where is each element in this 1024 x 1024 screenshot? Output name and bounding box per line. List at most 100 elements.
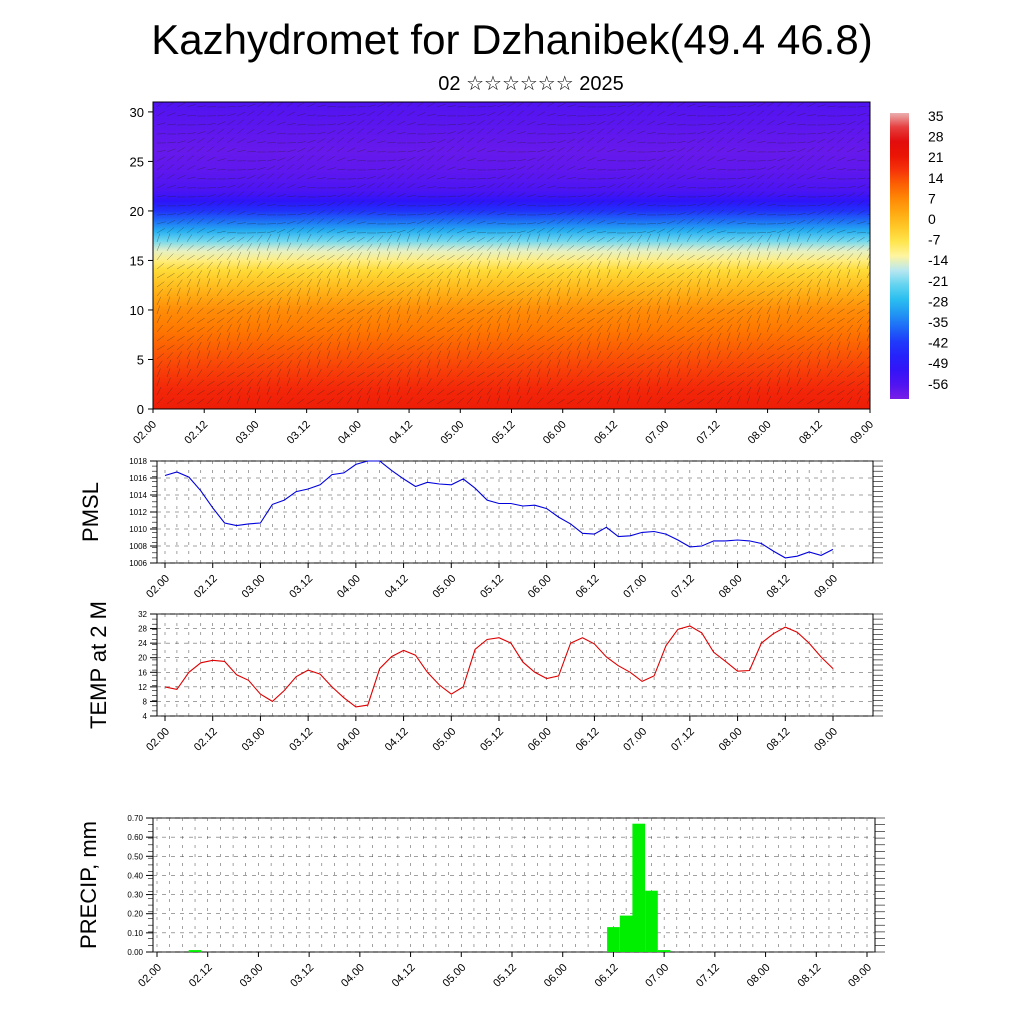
x-tick-label: 06.12 bbox=[592, 419, 620, 447]
chart-title: Kazhydromet for Dzhanibek(49.4 46.8) bbox=[151, 16, 873, 63]
colorbar-label: -21 bbox=[928, 273, 948, 289]
x-tick-label: 04.00 bbox=[336, 419, 364, 447]
x-tick-label: 03.12 bbox=[285, 419, 313, 447]
x-tick-label: 06.00 bbox=[541, 419, 569, 447]
y-tick-label: 20 bbox=[138, 654, 147, 663]
x-tick-label: 02.12 bbox=[192, 726, 220, 754]
y-tick-label: 1006 bbox=[129, 559, 147, 568]
y-tick-label: 15 bbox=[130, 253, 144, 268]
y-tick-label: 28 bbox=[138, 625, 147, 634]
x-tick-label: 02.00 bbox=[144, 573, 172, 601]
x-tick-label: 05.00 bbox=[430, 726, 458, 754]
y-tick-label: 1016 bbox=[129, 474, 147, 483]
x-tick-label: 07.00 bbox=[621, 726, 649, 754]
precip-bar bbox=[619, 915, 633, 952]
colorbar-label: 7 bbox=[928, 190, 936, 206]
x-tick-label: 07.00 bbox=[643, 419, 671, 447]
x-tick-label: 08.00 bbox=[717, 573, 745, 601]
precip-bar bbox=[657, 950, 671, 952]
y-tick-label: 1012 bbox=[129, 508, 147, 517]
panel-frame bbox=[156, 460, 874, 564]
y-tick-label: 0.10 bbox=[127, 929, 143, 938]
colorbar-label: 21 bbox=[928, 149, 944, 165]
x-tick-label: 04.00 bbox=[335, 726, 363, 754]
panel-frame bbox=[156, 613, 874, 717]
y-tick-label: 1008 bbox=[129, 542, 147, 551]
colorbar-label: -28 bbox=[928, 293, 948, 309]
y-tick-label: 25 bbox=[130, 154, 144, 169]
y-tick-label: 0.00 bbox=[127, 948, 143, 957]
x-tick-label: 06.00 bbox=[526, 726, 554, 754]
y-tick-label: 0.40 bbox=[127, 871, 143, 880]
y-tick-label: 32 bbox=[138, 610, 147, 619]
y-tick-label: 24 bbox=[138, 639, 147, 648]
y-tick-label: 20 bbox=[130, 204, 144, 219]
x-tick-label: 03.12 bbox=[287, 573, 315, 601]
x-tick-label: 05.12 bbox=[478, 726, 506, 754]
x-tick-label: 04.12 bbox=[383, 573, 411, 601]
x-tick-label: 04.12 bbox=[383, 726, 411, 754]
x-tick-label: 08.00 bbox=[717, 726, 745, 754]
y-tick-label: 12 bbox=[138, 683, 147, 692]
y-axis-label: PMSL bbox=[78, 482, 103, 542]
y-tick-label: 10 bbox=[130, 303, 144, 318]
colorbar-label: 28 bbox=[928, 129, 944, 145]
x-tick-label: 03.00 bbox=[234, 419, 262, 447]
precip-panel: 0.00 0.10 0.20 0.30 0.40 0.50 0.60 0.70 02.00 02.… bbox=[76, 814, 885, 990]
y-tick-label: 4 bbox=[143, 712, 148, 721]
y-tick-label: 8 bbox=[143, 697, 148, 706]
y-tick-label: 1018 bbox=[129, 457, 147, 466]
colorbar-label: -56 bbox=[928, 376, 948, 392]
x-tick-label: 02.00 bbox=[144, 726, 172, 754]
x-tick-label: 04.00 bbox=[335, 573, 363, 601]
precip-bar bbox=[645, 890, 658, 952]
y-tick-label: 0.70 bbox=[127, 814, 143, 823]
x-tick-label: 05.00 bbox=[438, 419, 466, 447]
chart-subtitle: 02 ☆☆☆☆☆☆ 2025 bbox=[438, 73, 624, 95]
x-tick-label: 07.00 bbox=[621, 573, 649, 601]
x-tick-label: 08.12 bbox=[797, 419, 825, 447]
pmsl-panel: 1006 1008 1010 1012 1014 1016 1018 02.00 02.12 03… bbox=[78, 457, 883, 601]
y-tick-label: 0 bbox=[137, 402, 144, 417]
colorbar-label: 35 bbox=[928, 108, 944, 124]
x-tick-label: 09.00 bbox=[848, 419, 876, 447]
x-tick-label: 06.12 bbox=[574, 573, 602, 601]
y-tick-label: 0.20 bbox=[127, 910, 143, 919]
x-tick-label: 09.00 bbox=[846, 962, 874, 990]
colorbar-label: -7 bbox=[928, 232, 941, 248]
x-tick-label: 02.00 bbox=[131, 419, 159, 447]
precip-bar bbox=[632, 823, 646, 952]
colorbar-label: -35 bbox=[928, 314, 948, 330]
x-tick-label: 05.12 bbox=[490, 419, 518, 447]
pmsl-series-line bbox=[164, 460, 834, 559]
y-axis-label: PRECIP, mm bbox=[76, 821, 101, 949]
temp-series-line bbox=[164, 625, 834, 708]
colorbar-label: -14 bbox=[928, 252, 948, 268]
panel-frame bbox=[152, 817, 876, 953]
colorbar: 35 28 21 14 7 0 -7 -14 -21 -28 -35 -42 -49 -56 bbox=[890, 108, 948, 399]
x-tick-label: 08.00 bbox=[746, 419, 774, 447]
x-tick-label: 05.12 bbox=[478, 573, 506, 601]
x-tick-label: 07.00 bbox=[643, 962, 671, 990]
temp-panel: 4 8 12 16 20 24 28 32 02.00 02.12 03.00 03.12 04.00 0… bbox=[86, 601, 883, 754]
x-tick-label: 05.12 bbox=[491, 962, 519, 990]
y-tick-label: 1010 bbox=[129, 525, 147, 534]
colorbar-label: 14 bbox=[928, 170, 944, 186]
y-tick-label: 16 bbox=[138, 668, 147, 677]
colorbar-label: -49 bbox=[928, 355, 948, 371]
y-tick-label: 1014 bbox=[129, 491, 147, 500]
x-tick-label: 03.00 bbox=[240, 573, 268, 601]
x-tick-label: 03.00 bbox=[238, 962, 266, 990]
x-tick-label: 05.00 bbox=[430, 573, 458, 601]
colorbar-swatch bbox=[890, 113, 909, 399]
x-tick-label: 04.00 bbox=[339, 962, 367, 990]
x-tick-label: 09.00 bbox=[812, 726, 840, 754]
y-tick-label: 5 bbox=[137, 352, 144, 367]
temperature-field bbox=[153, 102, 870, 409]
x-tick-label: 07.12 bbox=[669, 573, 697, 601]
wind-vectors bbox=[156, 102, 870, 405]
x-tick-label: 02.00 bbox=[136, 962, 164, 990]
x-tick-label: 05.00 bbox=[440, 962, 468, 990]
x-tick-label: 07.12 bbox=[669, 726, 697, 754]
